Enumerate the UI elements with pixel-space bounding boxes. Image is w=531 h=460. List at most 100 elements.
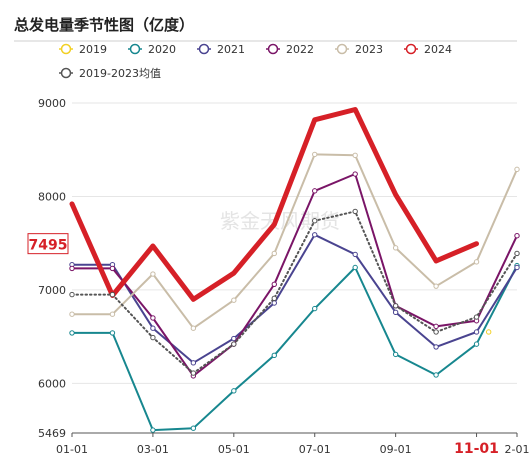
series-point-2023	[150, 271, 156, 277]
series-point-2021	[190, 360, 197, 366]
series-point-2019	[485, 329, 492, 335]
series-point-2020	[150, 427, 156, 433]
series-point-2019-2023均值	[231, 341, 237, 347]
legend-item-2020: 2020	[128, 43, 176, 56]
legend-item-2019-2023均值: 2019-2023均值	[59, 67, 161, 80]
legend-marker	[267, 43, 279, 55]
legend-marker	[60, 67, 72, 79]
series-point-2020	[433, 372, 439, 378]
series-line-2023	[71, 153, 518, 330]
series-line-2021	[71, 233, 518, 364]
series-point-2022	[109, 265, 116, 272]
series-point-2022	[514, 233, 520, 239]
x-tick-label: 09-01	[380, 443, 412, 456]
series-point-2019-2023均值	[190, 370, 197, 376]
series-point-2020	[473, 341, 480, 347]
x-tick-label: 07-01	[299, 443, 331, 456]
legend-label: 2024	[424, 43, 452, 56]
series-point-2020	[352, 264, 358, 271]
series-point-2019-2023均值	[69, 291, 75, 298]
series-point-2019-2023均值	[109, 291, 116, 298]
series-point-2022	[433, 323, 439, 330]
y-tick-label: 9000	[38, 97, 66, 110]
axes: 5469 6000 7000 8000 9000 01-01 03-01 05-01 07-01…	[38, 97, 529, 457]
series-point-2022	[271, 281, 277, 288]
series-point-2021	[473, 329, 480, 335]
x-tick-label: 05-01	[218, 443, 250, 456]
series-point-2020	[271, 352, 277, 359]
series-point-2023	[433, 283, 439, 289]
series-point-2020	[190, 425, 197, 431]
series-point-2020	[69, 330, 75, 336]
series-point-2020	[312, 305, 318, 312]
series-point-2019-2023均值	[352, 208, 358, 215]
series-point-2023	[392, 245, 399, 251]
legend-marker	[405, 43, 417, 55]
legend-item-2022: 2022	[266, 43, 314, 56]
series-point-2022	[312, 188, 318, 194]
y-tick-label: 8000	[38, 190, 66, 203]
legend-item-2019: 2019	[59, 43, 107, 56]
series-point-2022	[69, 265, 75, 272]
x-tick-label: 2-01	[505, 443, 530, 456]
series-point-2019-2023均值	[433, 329, 439, 335]
series-point-2022	[150, 315, 156, 321]
legend-label: 2020	[148, 43, 176, 56]
series-point-2019-2023均值	[150, 334, 156, 341]
series-point-2021	[231, 335, 237, 342]
series-lines	[69, 107, 520, 433]
legend-marker	[198, 43, 210, 55]
series-point-2023	[190, 325, 197, 331]
series-point-2022	[352, 171, 358, 177]
series-point-2023	[271, 250, 277, 257]
series-point-2021	[150, 325, 156, 331]
current-value-label: 7495	[29, 238, 68, 254]
series-point-2023	[69, 311, 75, 317]
series-point-2023	[109, 311, 116, 317]
series-point-2021	[392, 309, 399, 316]
series-point-2019-2023均值	[271, 295, 277, 302]
chart-title: 总发电量季节性图（亿度）	[14, 16, 194, 34]
legend-label: 2019	[79, 43, 107, 56]
series-point-2023	[312, 151, 318, 158]
series-line-2022	[71, 173, 518, 377]
series-point-2019-2023均值	[473, 314, 480, 320]
current-value-box	[27, 233, 69, 255]
current-value-tag: 7495	[27, 233, 69, 255]
series-point-2023	[514, 166, 520, 173]
series-point-2023	[231, 297, 237, 303]
legend-label: 2023	[355, 43, 383, 56]
legend-label: 2021	[217, 43, 245, 56]
legend-label: 2022	[286, 43, 314, 56]
x-tick-label-highlight: 11-01	[454, 441, 499, 457]
series-point-2023	[352, 152, 358, 159]
series-point-2020	[231, 388, 237, 394]
x-tick-label: 01-01	[56, 443, 88, 456]
legend: 2019 2020 2021 2022 2023 2024 2019-2023均值	[59, 43, 452, 80]
series-point-2021	[433, 344, 439, 350]
series-point-2019-2023均值	[392, 303, 399, 309]
y-tick-label: 5469	[38, 427, 66, 440]
series-point-2021	[312, 232, 318, 238]
y-tick-label: 7000	[38, 284, 66, 297]
legend-item-2024: 2024	[404, 43, 452, 56]
legend-item-2023: 2023	[335, 43, 383, 56]
series-point-2020	[392, 351, 399, 358]
series-line-2020	[71, 264, 518, 432]
series-line-2019-2023均值	[71, 210, 518, 375]
legend-marker	[336, 43, 348, 55]
series-point-2019-2023均值	[514, 250, 520, 257]
legend-marker	[60, 43, 72, 55]
legend-item-2021: 2021	[197, 43, 245, 56]
series-point-2023	[473, 259, 480, 265]
series-point-2021	[514, 264, 520, 271]
series-point-2021	[352, 251, 358, 258]
x-tick-label: 03-01	[137, 443, 169, 456]
series-point-2020	[109, 330, 116, 336]
legend-marker	[129, 43, 141, 55]
legend-label: 2019-2023均值	[79, 67, 161, 80]
series-point-2019-2023均值	[312, 218, 318, 224]
y-tick-label: 6000	[38, 377, 66, 390]
series-line-2024	[69, 107, 479, 302]
